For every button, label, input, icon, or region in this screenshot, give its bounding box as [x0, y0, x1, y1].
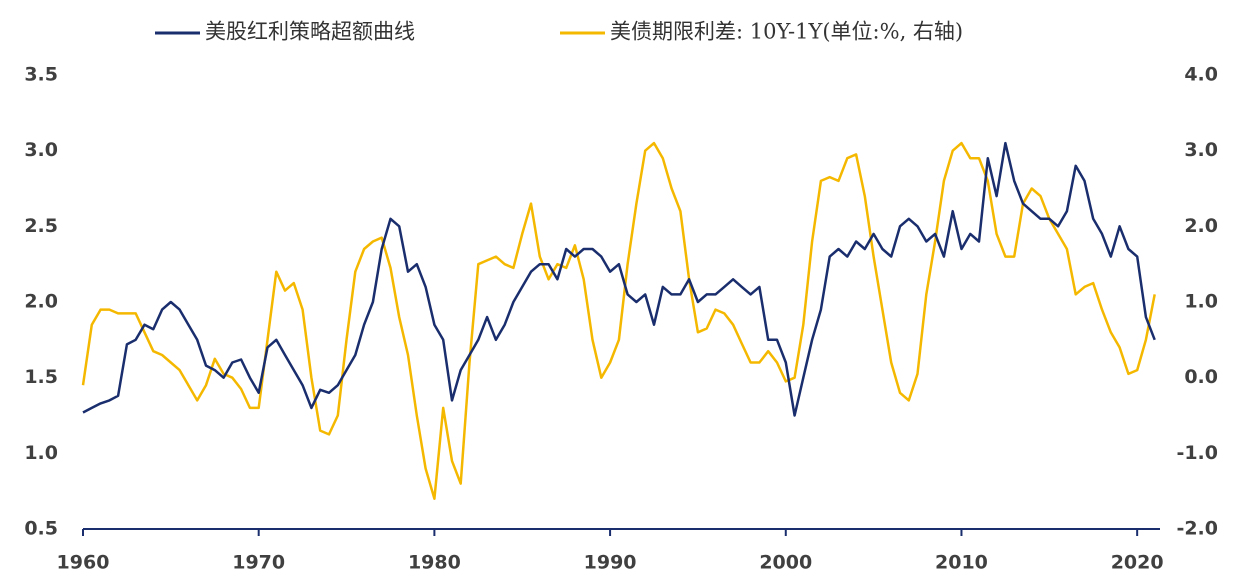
y-tick-label: 2.0 — [24, 291, 58, 313]
x-tick-label: 1980 — [408, 552, 461, 574]
legend-label: 美债期限利差: 10Y-1Y(单位:%, 右轴) — [610, 20, 963, 44]
series-line — [81, 141, 1156, 500]
x-tick-label: 2000 — [759, 552, 812, 574]
x-tick-label: 2020 — [1111, 552, 1164, 574]
y2-tick-label: 3.0 — [1184, 139, 1218, 161]
y2-tick-label: 0.0 — [1184, 366, 1218, 388]
legend-label: 美股红利策略超额曲线 — [205, 20, 415, 44]
x-tick-label: 1970 — [232, 552, 285, 574]
x-tick-label: 1990 — [584, 552, 637, 574]
y-tick-label: 0.5 — [24, 518, 58, 540]
y-tick-label: 1.0 — [24, 442, 58, 464]
x-tick-label: 2010 — [935, 552, 988, 574]
y2-tick-label: 1.0 — [1184, 291, 1218, 313]
y-tick-label: 3.0 — [24, 139, 58, 161]
series-line — [82, 141, 1156, 417]
y-tick-label: 2.5 — [24, 215, 58, 237]
x-tick-label: 1960 — [57, 552, 110, 574]
y2-tick-label: 4.0 — [1184, 64, 1218, 86]
y-tick-label: 1.5 — [24, 366, 58, 388]
y2-tick-label: -1.0 — [1176, 442, 1218, 464]
y2-tick-label: -2.0 — [1176, 518, 1218, 540]
y-tick-label: 3.5 — [24, 64, 58, 86]
y2-tick-label: 2.0 — [1184, 215, 1218, 237]
